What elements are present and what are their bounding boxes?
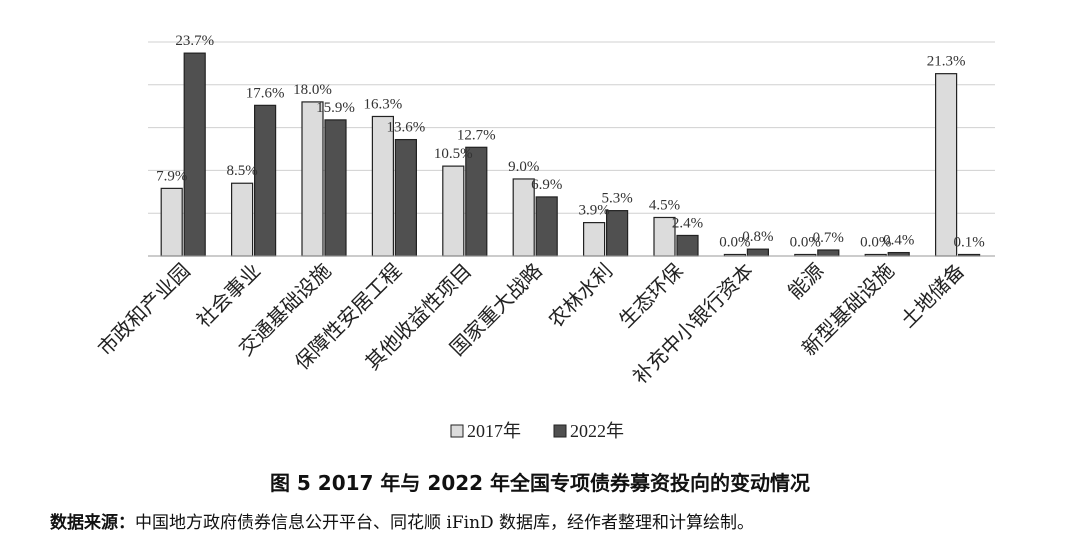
value-label: 3.9% bbox=[578, 203, 609, 219]
bar-2017 bbox=[582, 222, 606, 257]
value-label: 17.6% bbox=[246, 85, 285, 101]
value-label: 13.6% bbox=[387, 120, 426, 136]
bar-2022 bbox=[183, 52, 206, 257]
legend-swatch bbox=[450, 424, 464, 438]
legend: 2017年 2022年 bbox=[450, 421, 624, 441]
value-label: 10.5% bbox=[434, 146, 473, 162]
value-label: 9.0% bbox=[508, 159, 539, 175]
bar-2022 bbox=[324, 119, 347, 257]
value-label: 4.5% bbox=[649, 197, 680, 213]
bar-2022 bbox=[887, 251, 910, 257]
value-label: 5.3% bbox=[601, 191, 632, 207]
category-label: 农林水利 bbox=[544, 259, 618, 333]
value-label: 6.9% bbox=[531, 177, 562, 193]
value-label: 7.9% bbox=[156, 168, 187, 184]
bar-2022 bbox=[394, 138, 417, 257]
bar-chart: 7.9% 23.7% 8.5% 17.6% 18.0% 15.9% 16.3% 13.6% 10… bbox=[93, 33, 995, 441]
category-label: 补充中小银行资本 bbox=[628, 259, 758, 389]
value-label: 0.7% bbox=[813, 230, 844, 246]
bar-2017 bbox=[231, 182, 254, 257]
legend-label: 2017年 bbox=[467, 421, 521, 441]
value-label: 8.5% bbox=[226, 163, 257, 179]
value-label: 2.4% bbox=[672, 215, 703, 231]
value-label: 21.3% bbox=[927, 54, 966, 70]
bar-2017 bbox=[442, 165, 465, 257]
bar-2017 bbox=[160, 187, 183, 257]
category-label: 市政和产业园 bbox=[93, 259, 195, 361]
value-label: 23.7% bbox=[175, 33, 214, 49]
source-label: 数据来源： bbox=[50, 513, 135, 533]
bar-2017 bbox=[301, 101, 324, 257]
value-label: 15.9% bbox=[316, 100, 355, 116]
bar-2022 bbox=[465, 146, 488, 257]
value-label: 12.7% bbox=[457, 127, 496, 143]
legend-label: 2022年 bbox=[570, 421, 624, 441]
category-labels: 市政和产业园社会事业交通基础设施保障性安居工程其他收益性项目国家重大战略农林水利… bbox=[93, 259, 969, 389]
value-labels: 7.9% 23.7% 8.5% 17.6% 18.0% 15.9% 16.3% 13.6% 10… bbox=[156, 33, 985, 250]
bar-2022 bbox=[605, 210, 629, 257]
category-label: 能源 bbox=[783, 259, 828, 304]
value-label: 0.1% bbox=[953, 235, 984, 251]
value-label: 16.3% bbox=[364, 96, 403, 112]
value-label: 0.8% bbox=[742, 229, 773, 245]
bars bbox=[148, 52, 995, 257]
category-label: 土地储备 bbox=[896, 259, 970, 333]
bar-2022 bbox=[817, 249, 840, 257]
category-label: 社会事业 bbox=[192, 259, 266, 333]
bar-2022 bbox=[254, 104, 277, 257]
bar-2022 bbox=[676, 234, 699, 257]
category-label: 生态环保 bbox=[614, 259, 688, 333]
legend-swatch bbox=[553, 424, 567, 438]
figure-source: 数据来源：中国地方政府债券信息公开平台、同花顺 iFinD 数据库，经作者整理和… bbox=[50, 508, 754, 533]
value-label: 0.0% bbox=[790, 235, 821, 251]
value-label: 0.0% bbox=[860, 235, 891, 251]
bar-2022 bbox=[746, 248, 770, 257]
bar-2022 bbox=[535, 196, 558, 257]
bar-2017 bbox=[371, 115, 394, 257]
value-label: 0.0% bbox=[719, 235, 750, 251]
bar-2017 bbox=[934, 73, 958, 257]
value-label: 0.4% bbox=[883, 233, 914, 249]
value-label: 18.0% bbox=[293, 82, 332, 98]
source-text: 中国地方政府债券信息公开平台、同花顺 iFinD 数据库，经作者整理和计算绘制。 bbox=[135, 513, 755, 533]
figure-title: 图 5 2017 年与 2022 年全国专项债券募资投向的变动情况 bbox=[269, 471, 811, 495]
